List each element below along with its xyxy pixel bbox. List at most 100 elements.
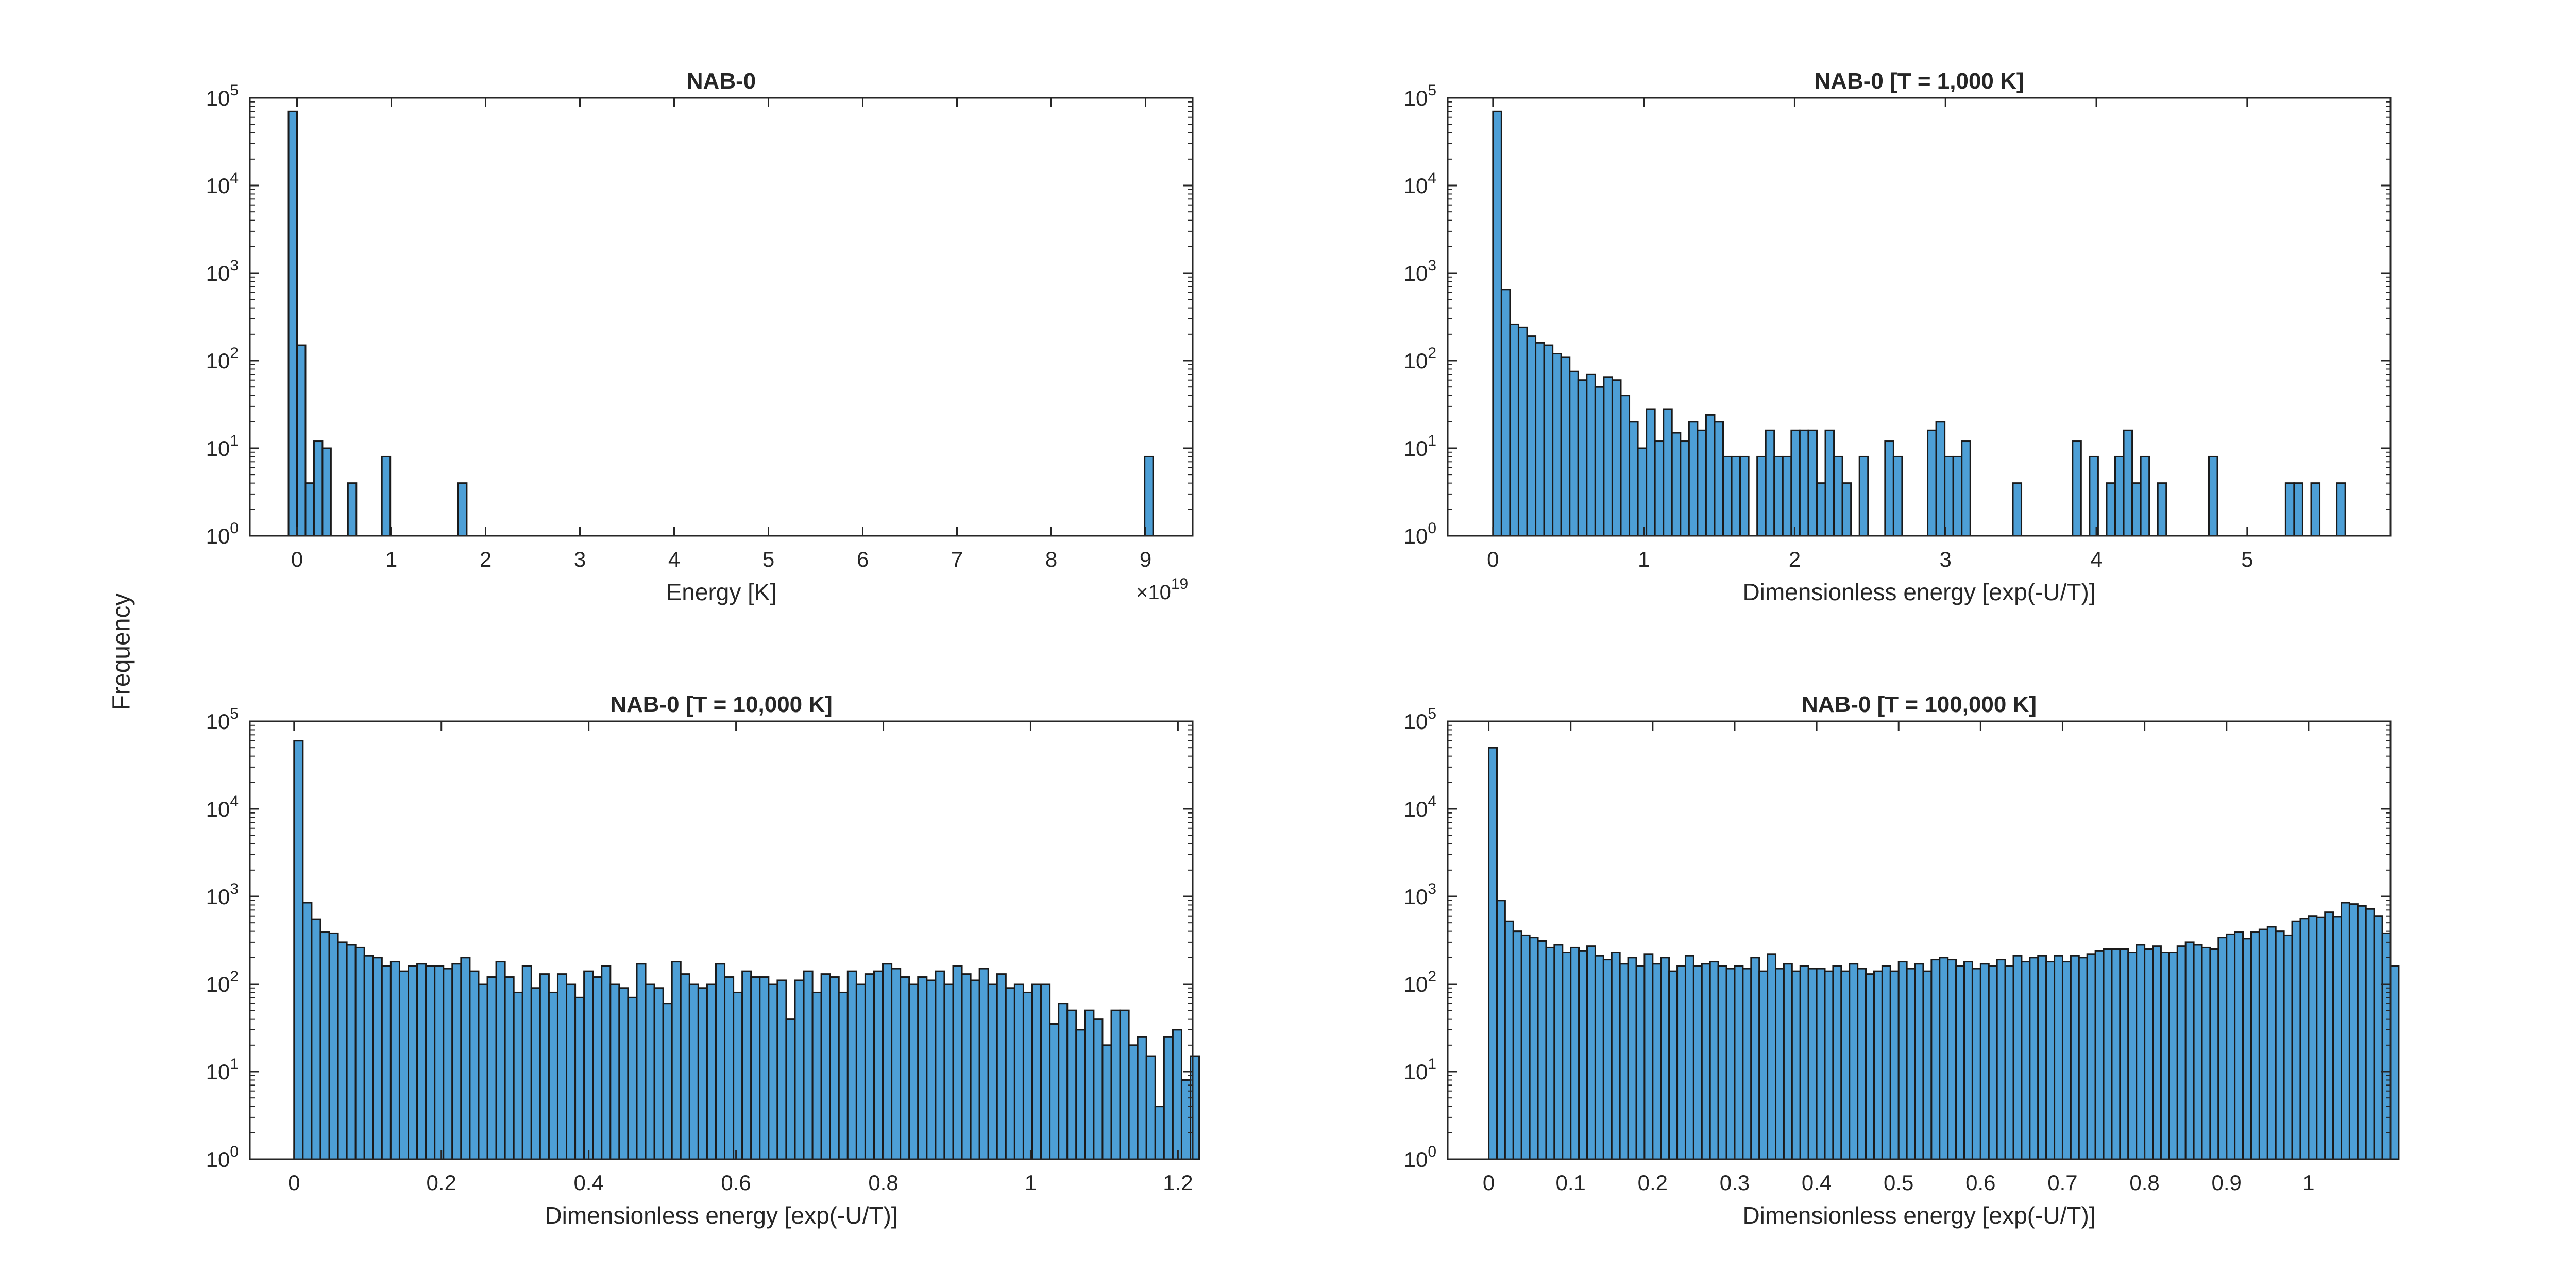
histogram-bar [2114, 455, 2125, 537]
histogram-bar [1858, 455, 1869, 537]
histogram-bar [1701, 963, 1711, 1160]
histogram-bar [1154, 1106, 1165, 1160]
y-tick-label: 104 [206, 793, 239, 821]
y-tick-label: 102 [1404, 968, 1436, 996]
histogram-bar [1971, 968, 1981, 1160]
histogram-bar [1841, 482, 1852, 537]
histogram-bar [346, 944, 357, 1160]
x-tick-label: 8 [1045, 547, 1057, 571]
x-tick-label: 6 [857, 547, 869, 571]
histogram-bar [724, 976, 735, 1160]
histogram-bar [1646, 408, 1656, 537]
histogram-bar [1553, 944, 1564, 1160]
histogram-bar [1594, 386, 1605, 537]
histogram-bar [1517, 326, 1528, 537]
histogram-bar [408, 965, 418, 1160]
histogram-bar [495, 961, 506, 1160]
histogram-bar [1084, 1009, 1095, 1160]
histogram-bar [1688, 421, 1699, 537]
x-tick-label: 2 [480, 547, 492, 571]
histogram-bar [504, 976, 515, 1160]
histogram-bar [539, 973, 550, 1160]
histogram-bar [943, 983, 954, 1160]
y-tick-label: 100 [1404, 1143, 1436, 1172]
x-tick-label: 0.2 [1638, 1171, 1668, 1195]
histogram-bar [1545, 946, 1555, 1160]
subplot-title: NAB-0 [T = 1,000 K] [1814, 69, 2024, 94]
histogram-bar [1988, 965, 1998, 1160]
histogram-bar [1586, 373, 1596, 537]
histogram-bar [1892, 455, 1903, 537]
histogram-bar [1145, 1055, 1156, 1160]
histogram-bar [548, 991, 558, 1160]
x-axis-label: Dimensionless energy [exp(-U/T)] [545, 1202, 897, 1229]
histogram-bar [1180, 1079, 1192, 1160]
histogram-bar [2348, 903, 2359, 1160]
histogram-bar [1586, 945, 1596, 1160]
x-tick-label: 0 [288, 1171, 300, 1195]
histogram-bar [521, 965, 532, 1160]
histogram-bar [1119, 1009, 1130, 1160]
histogram-bar [1570, 946, 1580, 1160]
histogram-bar [1526, 335, 1537, 537]
histogram-bar [583, 970, 594, 1160]
histogram-bar [372, 957, 383, 1160]
histogram-bar [2111, 948, 2121, 1160]
histogram-bar [1865, 973, 1875, 1160]
x-tick-label: 1.2 [1163, 1171, 1193, 1195]
histogram-bar [1782, 455, 1792, 537]
x-tick-label: 0.5 [1884, 1171, 1913, 1195]
histogram-bar [1799, 965, 1809, 1160]
histogram-bar [1952, 455, 1963, 537]
histogram-bar [2054, 955, 2063, 1160]
x-tick-label: 0.6 [721, 1171, 751, 1195]
histogram-bar [2250, 931, 2260, 1160]
histogram-bar [2234, 931, 2244, 1160]
x-tick-label: 0.2 [427, 1171, 456, 1195]
histogram-bar [2184, 941, 2195, 1160]
histogram-bar [381, 965, 392, 1160]
histogram-bar [1496, 900, 1506, 1160]
histogram-bar [917, 976, 928, 1160]
y-tick-label: 101 [206, 1056, 239, 1084]
histogram-bar [2136, 944, 2146, 1160]
histogram-bar [1709, 961, 1719, 1160]
histogram-bar [1680, 440, 1690, 537]
histogram-bar [2293, 482, 2303, 537]
histogram-bar [296, 344, 307, 537]
histogram-bar [1914, 963, 1924, 1160]
x-tick-label: 1 [1025, 1171, 1037, 1195]
bars-subplot-1 [287, 110, 1154, 537]
y-tick-label: 101 [1404, 432, 1436, 461]
histogram-bar [1500, 289, 1511, 537]
histogram-bar [1058, 1003, 1069, 1160]
histogram-bar [2160, 952, 2170, 1160]
histogram-bar [2217, 937, 2228, 1160]
subplot-title: NAB-0 [687, 69, 756, 94]
x-tick-label: 0.8 [868, 1171, 898, 1195]
histogram-bar [1652, 963, 1662, 1160]
histogram-bar [1955, 965, 1965, 1160]
histogram-bar [1101, 1044, 1112, 1160]
histogram-bar [1765, 429, 1775, 537]
histogram-bar [1944, 455, 1954, 537]
histogram-bar [1013, 983, 1024, 1160]
histogram-bar [838, 991, 849, 1160]
histogram-bar [313, 440, 324, 537]
histogram-bar [1520, 934, 1531, 1160]
histogram-bar [811, 991, 822, 1160]
histogram-bar [2168, 952, 2178, 1160]
histogram-bar [1881, 965, 1891, 1160]
histogram-bar [820, 973, 831, 1160]
subplot-title: NAB-0 [T = 100,000 K] [1802, 692, 2037, 717]
x-tick-label: 0.1 [1556, 1171, 1586, 1195]
histogram-bar [2037, 955, 2047, 1160]
histogram-bar [846, 970, 857, 1160]
histogram-bar [304, 482, 315, 537]
x-exponent-label: ×1019 [1136, 575, 1188, 604]
histogram-bar [1717, 965, 1727, 1160]
histogram-bar [416, 963, 427, 1160]
histogram-bar [636, 963, 647, 1160]
histogram-bar [2193, 944, 2203, 1160]
histogram-bar [1873, 970, 1883, 1160]
